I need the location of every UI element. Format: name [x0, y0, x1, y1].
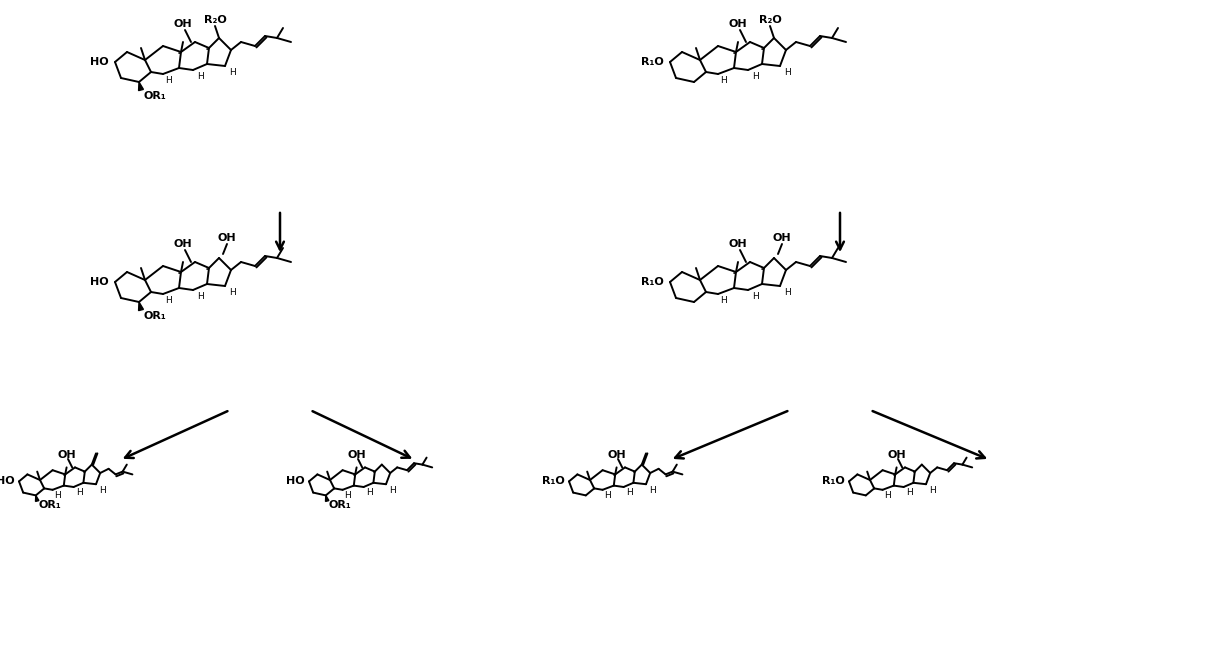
Text: H: H — [389, 486, 395, 495]
Text: R₂O: R₂O — [204, 15, 227, 25]
Text: HO: HO — [90, 277, 109, 287]
Text: H: H — [229, 288, 235, 297]
Polygon shape — [139, 302, 144, 311]
Text: H: H — [784, 288, 791, 297]
Text: ·: · — [760, 263, 764, 277]
Text: OR₁: OR₁ — [143, 311, 166, 321]
Text: ·: · — [911, 466, 915, 480]
Text: H: H — [196, 292, 204, 301]
Text: OH: OH — [173, 239, 193, 249]
Text: OR₁: OR₁ — [143, 91, 166, 101]
Text: H: H — [99, 486, 106, 495]
Text: ·: · — [732, 47, 736, 61]
Text: ·: · — [760, 43, 764, 57]
Text: HO: HO — [287, 476, 305, 486]
Text: ·: · — [631, 466, 636, 480]
Text: ·: · — [177, 47, 182, 61]
Text: OH: OH — [57, 450, 76, 460]
Text: H: H — [604, 491, 611, 500]
Text: H: H — [720, 296, 727, 305]
Text: OH: OH — [173, 19, 193, 29]
Text: R₁O: R₁O — [642, 57, 664, 67]
Text: H: H — [229, 68, 235, 77]
Text: OR₁: OR₁ — [328, 500, 351, 510]
Text: ·: · — [205, 263, 209, 277]
Text: OH: OH — [217, 233, 237, 243]
Text: H: H — [165, 76, 172, 85]
Text: H: H — [784, 68, 791, 77]
Text: H: H — [906, 488, 913, 497]
Text: OH: OH — [608, 450, 626, 460]
Text: H: H — [626, 488, 633, 497]
Text: H: H — [54, 491, 61, 500]
Text: ·: · — [205, 43, 209, 57]
Text: ·: · — [82, 466, 85, 480]
Text: H: H — [196, 72, 204, 81]
Text: OH: OH — [348, 450, 366, 460]
Text: H: H — [720, 76, 727, 85]
Text: OR₁: OR₁ — [39, 500, 61, 510]
Text: H: H — [344, 491, 351, 500]
Text: OH: OH — [772, 233, 792, 243]
Polygon shape — [326, 495, 329, 501]
Text: HO: HO — [0, 476, 15, 486]
Polygon shape — [139, 82, 144, 90]
Text: OH: OH — [728, 19, 748, 29]
Text: ·: · — [611, 469, 616, 483]
Text: ·: · — [732, 267, 736, 281]
Text: ·: · — [351, 469, 356, 483]
Text: H: H — [649, 486, 655, 495]
Polygon shape — [35, 495, 39, 501]
Text: OH: OH — [887, 450, 906, 460]
Text: ·: · — [62, 469, 66, 483]
Text: ·: · — [177, 267, 182, 281]
Text: R₁O: R₁O — [642, 277, 664, 287]
Text: H: H — [884, 491, 891, 500]
Text: H: H — [752, 292, 759, 301]
Text: R₁O: R₁O — [822, 476, 844, 486]
Text: H: H — [77, 488, 83, 497]
Text: H: H — [928, 486, 936, 495]
Text: ·: · — [371, 466, 376, 480]
Text: H: H — [366, 488, 373, 497]
Text: R₁O: R₁O — [542, 476, 565, 486]
Text: R₂O: R₂O — [759, 15, 781, 25]
Text: HO: HO — [90, 57, 109, 67]
Text: H: H — [165, 296, 172, 305]
Text: ·: · — [892, 469, 895, 483]
Text: OH: OH — [728, 239, 748, 249]
Text: H: H — [752, 72, 759, 81]
